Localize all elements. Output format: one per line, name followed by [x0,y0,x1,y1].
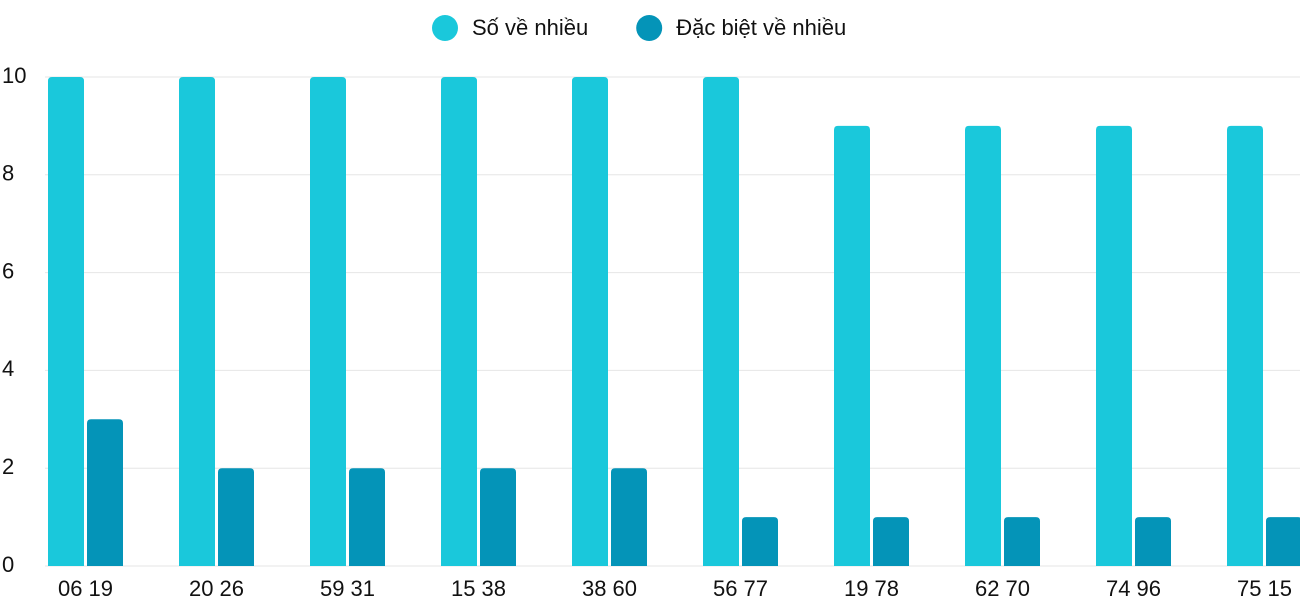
x-tick-label: 75 15 [1237,576,1292,600]
x-tick-label: 38 60 [582,576,637,600]
x-tick-label: 74 96 [1106,576,1161,600]
x-tick-label: 06 19 [58,576,113,600]
bar [218,468,254,566]
bar [1266,517,1300,566]
bar [349,468,385,566]
bar [480,468,516,566]
y-tick-label: 6 [2,258,14,283]
bar [441,77,477,566]
bar [742,517,778,566]
x-tick-label: 62 70 [975,576,1030,600]
bar [1227,125,1263,567]
legend-label: Đặc biệt về nhiều [676,15,846,40]
legend-swatch [432,15,458,41]
x-tick-label: 56 77 [713,576,768,600]
x-tick-label: 20 26 [189,576,244,600]
bar [611,468,647,566]
x-tick-label: 59 31 [320,576,375,600]
y-tick-label: 4 [2,356,14,381]
bar [179,77,215,566]
y-tick-label: 10 [2,63,26,88]
bar [87,419,123,566]
bar [310,77,346,566]
bar [572,77,608,566]
x-tick-label: 19 78 [844,576,899,600]
bar [1004,517,1040,566]
bar [48,77,84,566]
bar [703,77,739,566]
y-tick-label: 8 [2,161,14,186]
legend-swatch [636,15,663,41]
legend-label: Số về nhiều [472,15,588,40]
y-tick-label: 0 [2,552,14,577]
x-tick-label: 15 38 [451,576,506,600]
y-tick-label: 2 [2,454,14,479]
bar [1135,517,1171,566]
bar [834,125,870,567]
bar [1096,125,1132,567]
bar [965,125,1001,567]
bar [873,517,909,566]
